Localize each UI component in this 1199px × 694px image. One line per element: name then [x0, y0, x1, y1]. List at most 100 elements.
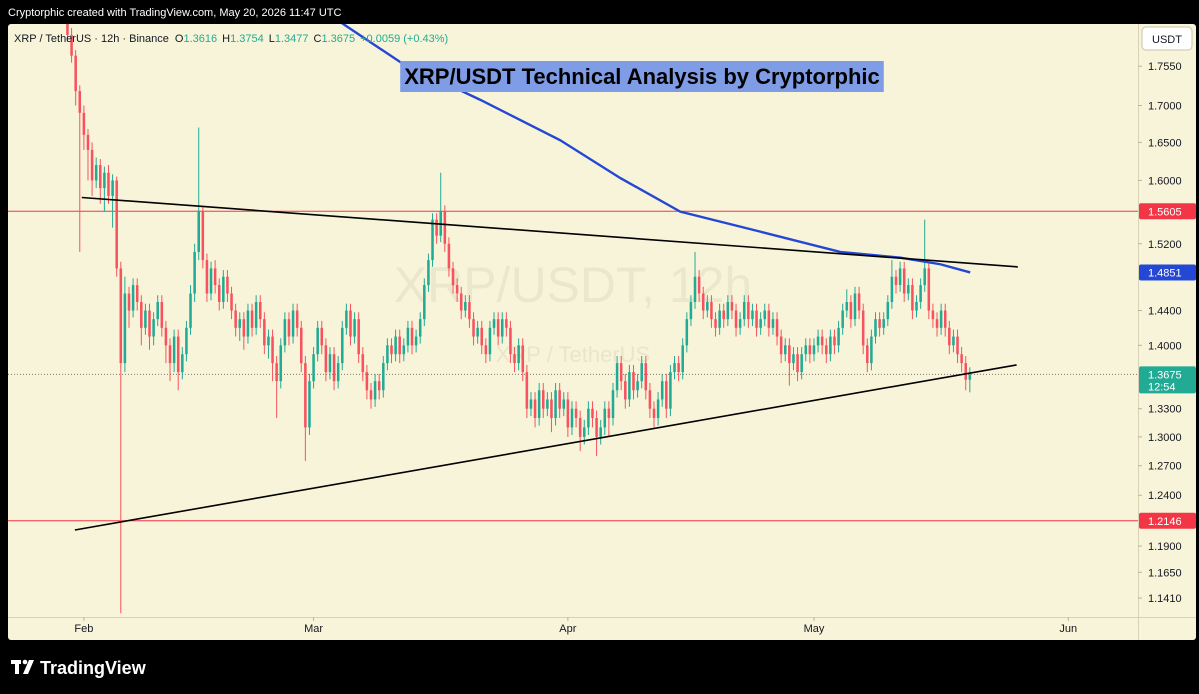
candle-body	[156, 302, 159, 320]
candle-body	[500, 319, 504, 337]
candle-body	[660, 381, 664, 400]
candle-body	[217, 285, 221, 303]
plot-area: XRP/USDT, 12h XRP / TetherUS	[8, 24, 1138, 614]
candle-body	[554, 390, 557, 419]
candle-body	[90, 149, 94, 181]
candle-body	[267, 336, 270, 346]
change: +0.0059 (+0.43%)	[360, 33, 448, 45]
last-price-box	[1139, 366, 1196, 394]
candle-body	[898, 268, 902, 286]
candle-body	[304, 363, 307, 428]
candle-body	[279, 345, 283, 382]
candle-body	[566, 399, 570, 428]
candle-body	[870, 336, 873, 364]
candle-body	[878, 319, 881, 328]
last-price-label: 1.3675	[1148, 369, 1182, 381]
candle-body	[546, 399, 549, 409]
trendline	[74, 364, 1017, 531]
candle-body	[427, 260, 430, 286]
candle-body	[271, 336, 274, 364]
candle-body	[796, 354, 799, 373]
candle-body	[517, 345, 520, 364]
candle-body	[258, 302, 262, 320]
candle-body	[541, 390, 545, 409]
candle-body	[250, 310, 254, 328]
candle-body	[464, 302, 467, 311]
candle-body	[927, 268, 931, 311]
candle-body	[915, 302, 918, 311]
candle-body	[825, 345, 828, 355]
candle-body	[681, 345, 684, 373]
candle-body	[312, 354, 315, 382]
ohlc-label: H	[222, 33, 230, 45]
candle-body	[849, 302, 853, 320]
candle-body	[537, 390, 541, 419]
candle-body	[176, 336, 180, 373]
candle-body	[587, 408, 590, 428]
candle-body	[935, 319, 939, 328]
candle-body	[140, 302, 143, 328]
chart-panel	[8, 24, 1196, 640]
candle-body	[246, 310, 250, 337]
candle-body	[804, 345, 808, 355]
y-tick-label: 1.4400	[1148, 306, 1182, 318]
candle-body	[357, 319, 360, 355]
candle-body	[238, 319, 242, 328]
candle-body	[632, 372, 635, 391]
y-tick-label: 1.3000	[1148, 432, 1182, 444]
candle-body	[386, 345, 389, 364]
candle-body	[94, 165, 98, 181]
candle-body	[316, 327, 319, 355]
candle-body	[275, 363, 278, 382]
candle-body	[443, 211, 447, 244]
y-tick-label: 1.1410	[1148, 593, 1182, 605]
x-tick-label: Mar	[304, 623, 323, 635]
symbol-legend: XRP / TetherUS · 12h · Binance O1.3616 H1.…	[14, 33, 448, 45]
candle-body	[181, 354, 184, 373]
candle-body	[365, 372, 369, 391]
y-tick-label: 1.2400	[1148, 490, 1182, 502]
candle-body	[435, 219, 438, 236]
candle-body	[193, 251, 196, 294]
candle-body	[570, 408, 574, 428]
candle-body	[99, 165, 102, 189]
candle-body	[677, 363, 680, 373]
candle-body	[726, 302, 730, 320]
chart-title: XRP/USDT Technical Analysis by Cryptorph…	[404, 64, 880, 89]
candle-body	[669, 372, 672, 409]
candle-body	[390, 345, 393, 355]
candle-body	[648, 390, 652, 409]
y-tick-label: 1.7000	[1148, 101, 1182, 113]
candle-body	[451, 268, 455, 286]
candle-body	[747, 302, 750, 320]
candle-body	[685, 319, 689, 346]
candle-body	[939, 310, 943, 328]
candle-body	[127, 293, 131, 311]
candle-body	[205, 260, 209, 294]
candle-body	[615, 363, 619, 391]
candle-body	[689, 302, 693, 320]
header-text: Cryptorphic created with TradingView.com…	[8, 7, 341, 19]
candle-body	[833, 336, 836, 346]
candle-body	[230, 293, 233, 311]
candle-body	[603, 408, 607, 428]
candle-body	[845, 302, 849, 311]
candle-body	[837, 327, 840, 346]
candle-body	[693, 276, 697, 303]
candle-body	[759, 319, 762, 328]
candle-body	[135, 285, 139, 303]
candle-body	[222, 276, 225, 303]
candle-body	[619, 363, 623, 382]
ma-label-box	[1139, 264, 1196, 281]
candle-body	[123, 293, 127, 364]
candle-body	[492, 319, 496, 328]
candle-body	[468, 302, 471, 320]
y-tick-label: 1.5200	[1148, 239, 1182, 251]
candle-body	[783, 345, 787, 355]
tradingview-logo: TradingView	[11, 658, 147, 678]
candle-body	[665, 381, 668, 409]
candle-body	[697, 276, 701, 294]
candle-body	[488, 327, 492, 355]
candle-body	[394, 336, 397, 355]
